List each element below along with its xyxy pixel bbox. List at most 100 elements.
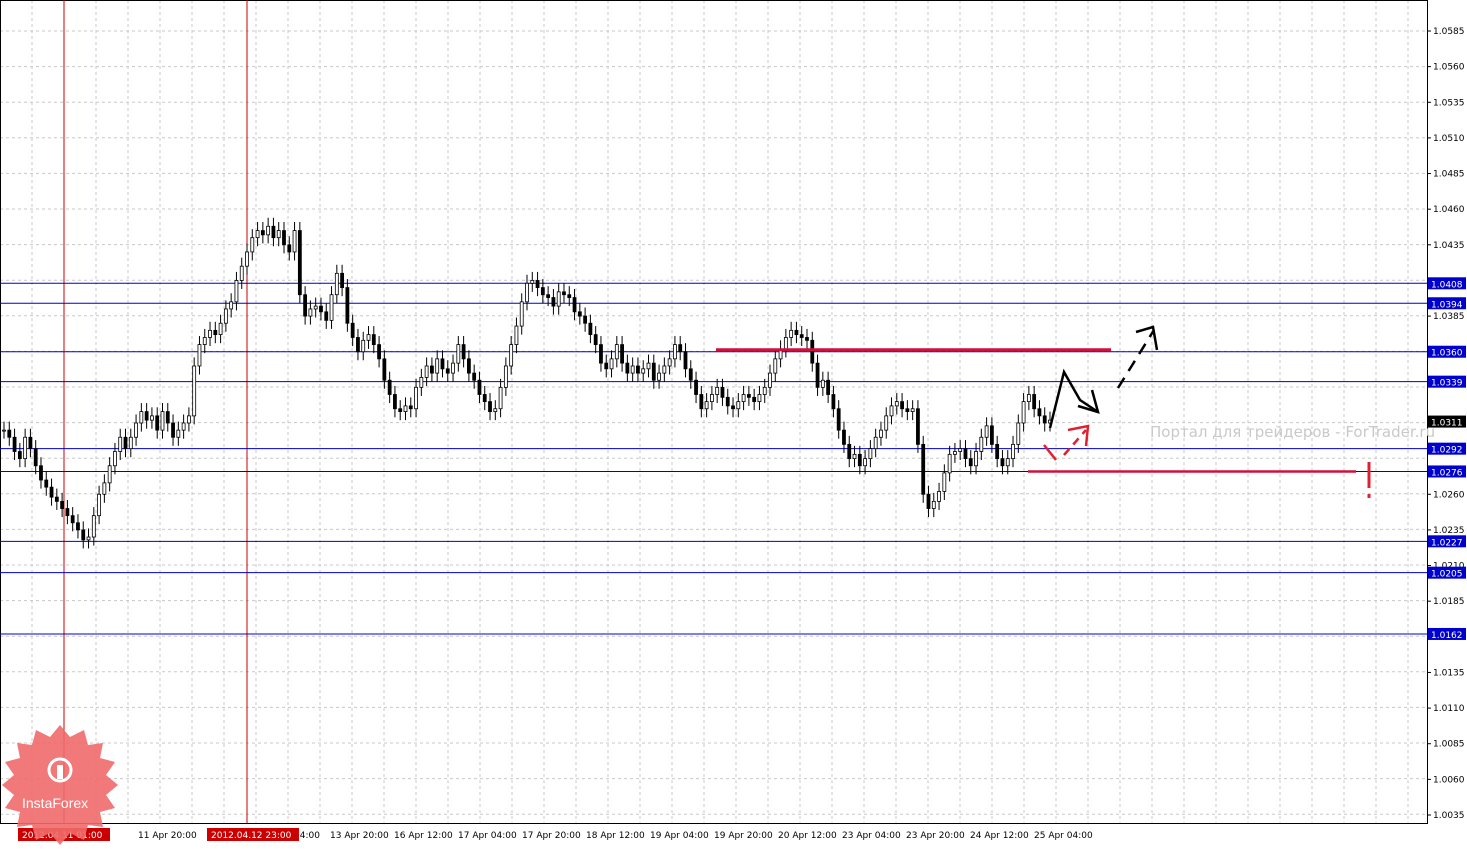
candle-body [847,443,852,460]
candle-body [266,225,271,236]
time-axis-label: 23 Apr 04:00 [842,831,901,841]
candle-body [44,479,49,488]
candle-body [7,429,12,438]
price-tick-label: 1.0210 [1433,562,1465,572]
candle-body [746,394,751,398]
price-tick-label: 1.0535 [1433,98,1465,108]
candle-body [139,411,144,424]
candle-body [213,329,218,336]
candle-body [102,482,107,495]
candle-body [472,372,477,381]
candle-body [725,396,730,407]
level-price-badge [1428,442,1466,455]
candle-body [113,451,117,467]
candle-body [456,344,461,364]
candle-body [699,394,704,410]
candle-body [297,230,302,296]
candle-body [192,365,197,417]
price-tick-label: 1.0560 [1433,63,1465,73]
candle-body [17,451,22,460]
time-axis-label: 20 Apr 12:00 [778,831,837,841]
level-price-label: 1.0408 [1431,280,1463,290]
candle-body [535,280,540,288]
level-price-badge [1428,277,1466,290]
candle-body [815,362,820,388]
exclamation-mark [1367,494,1371,498]
level-price-label: 1.0292 [1431,446,1463,456]
candle-body [239,265,244,281]
candle-body [234,280,239,303]
level-price-badge [1428,535,1466,548]
candle-body [403,405,408,412]
candle-body [313,305,318,310]
current-price-label: 1.0311 [1431,419,1463,429]
level-price-badge [1428,566,1466,579]
candle-body [1037,408,1042,417]
candle-body [789,329,794,338]
level-price-label: 1.0339 [1431,379,1463,389]
candle-body [377,344,381,360]
candle-body [1011,443,1015,460]
candle-body [593,334,598,346]
candle-body [958,448,963,452]
candle-body [123,436,128,450]
candle-body [160,411,165,431]
candle-body [276,230,281,239]
candle-body [937,491,941,502]
candle-body [466,358,471,374]
candle-body [757,394,762,403]
candle-body [282,230,286,246]
candle-body [398,408,403,412]
candle-body [889,405,894,417]
level-price-badge [1428,627,1466,640]
candle-body [905,408,910,412]
alt-forecast-path [1043,444,1057,461]
candle-body [461,344,466,360]
candle-body [12,436,17,452]
candle-body [852,453,857,460]
candle-body [155,415,160,431]
level-price-badge [1428,345,1466,358]
candle-body [931,500,936,509]
candle-body [86,536,91,541]
candle-body [546,294,551,298]
candle-body [1032,394,1037,410]
candle-body [514,325,519,346]
candle-body [820,379,825,388]
candle-body [1016,422,1021,445]
candle-body [503,365,508,388]
candle-body [97,493,101,517]
candle-body [382,358,387,381]
candle-body [773,358,778,374]
candle-body [250,237,255,253]
candle-body [583,315,588,324]
candle-body [636,365,640,374]
candle-body [440,358,445,370]
candle-body [599,344,603,364]
highlight-time-badge [207,828,299,841]
candle-body [752,396,757,403]
time-axis-label: 19 Apr 04:00 [650,831,709,841]
candle-body [810,339,815,364]
candle-body [208,329,212,338]
watermark: Портал для трейдеров - ForTrader.ru [1150,423,1436,441]
candle-body [271,225,276,239]
candle-body [720,386,725,398]
candle-body [1000,458,1005,467]
candle-body [128,436,133,450]
candle-body [916,408,920,445]
candle-body [218,322,223,336]
candle-body [715,386,720,395]
forecast-path [1048,368,1099,429]
candle-body [350,322,355,338]
candle-body [498,386,503,410]
candle-body [60,500,65,509]
candle-body [926,493,931,509]
candle-body [387,379,392,395]
candle-body [842,429,846,445]
candle-body [604,362,609,370]
time-axis-label: 13 Apr 20:00 [330,831,389,841]
logo-text: InstaForex [22,795,89,811]
candle-body [921,443,926,495]
level-price-label: 1.0227 [1431,538,1463,548]
